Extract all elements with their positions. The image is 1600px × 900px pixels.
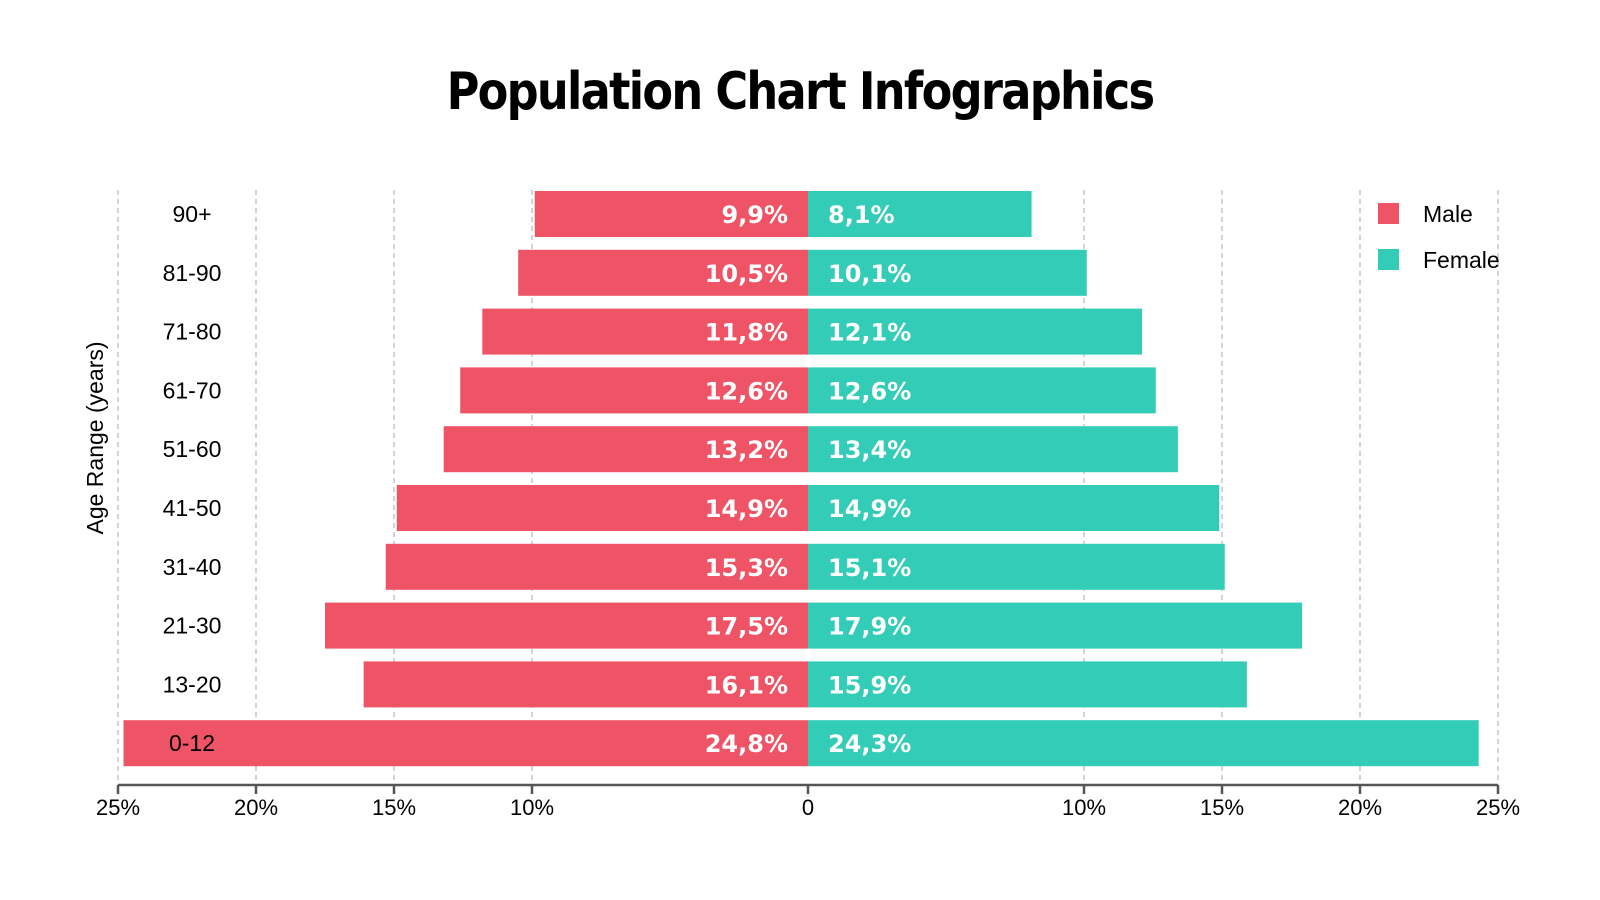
male-value-label: 17,5% xyxy=(705,613,788,641)
male-value-label: 12,6% xyxy=(705,377,788,405)
bar-male xyxy=(460,367,808,414)
legend-label-male: Male xyxy=(1423,201,1473,227)
female-value-label: 14,9% xyxy=(828,495,911,523)
bar-female xyxy=(808,661,1247,708)
male-value-label: 11,8% xyxy=(705,319,788,347)
bar-female xyxy=(808,367,1156,414)
bar-male xyxy=(482,308,808,355)
male-value-label: 16,1% xyxy=(705,671,788,699)
x-tick-label: 20% xyxy=(234,795,278,820)
bars xyxy=(123,191,1479,767)
x-axis: 25% 20% 15% 10% 0 10% 15% 20% 25% xyxy=(96,783,1520,820)
bar-male xyxy=(534,191,808,237)
category-label: 81-90 xyxy=(163,260,222,286)
bar-female xyxy=(808,543,1225,590)
category-label: 31-40 xyxy=(163,554,222,580)
male-value-label: 13,2% xyxy=(705,436,788,464)
chart-title: Population Chart Infographics xyxy=(446,62,1156,122)
male-value-label: 10,5% xyxy=(705,260,788,288)
bar-male xyxy=(518,249,808,296)
x-tick-label: 25% xyxy=(1476,795,1520,820)
bar-female xyxy=(808,191,1032,237)
male-value-label: 14,9% xyxy=(705,495,788,523)
female-value-label: 12,6% xyxy=(828,377,911,405)
female-value-label: 15,9% xyxy=(828,671,911,699)
bar-male xyxy=(123,720,808,767)
bar-female xyxy=(808,720,1479,767)
bar-female xyxy=(808,485,1220,531)
female-value-label: 10,1% xyxy=(828,260,911,288)
legend-label-female: Female xyxy=(1423,247,1500,273)
x-tick-label: 20% xyxy=(1338,795,1382,820)
legend: Male Female xyxy=(1378,201,1500,273)
category-labels: 90+ 81-90 71-80 61-70 51-60 41-50 31-40 21-30 13… xyxy=(163,201,222,756)
male-value-label: 15,3% xyxy=(705,554,788,582)
bar-female xyxy=(808,249,1087,296)
bar-male xyxy=(396,485,808,531)
category-label: 0-12 xyxy=(169,730,215,756)
category-label: 90+ xyxy=(172,201,211,227)
male-value-label: 24,8% xyxy=(705,730,788,758)
female-value-label: 17,9% xyxy=(828,613,911,641)
bar-female xyxy=(808,602,1303,649)
category-label: 21-30 xyxy=(163,613,222,639)
category-label: 51-60 xyxy=(163,436,222,462)
female-value-label: 8,1% xyxy=(828,201,895,229)
value-labels: 9,9% 8,1% 10,5% 10,1% 11,8% 12,1% 12,6% 12,6% 13… xyxy=(705,201,912,758)
male-value-label: 9,9% xyxy=(721,201,788,229)
y-axis-label: Age Range (years) xyxy=(82,341,108,534)
x-tick-label: 15% xyxy=(372,795,416,820)
category-label: 61-70 xyxy=(163,377,222,403)
x-tick-label: 10% xyxy=(1062,795,1106,820)
bar-female xyxy=(808,308,1142,355)
category-label: 13-20 xyxy=(163,671,222,697)
category-label: 41-50 xyxy=(163,495,222,521)
bar-male xyxy=(363,661,808,708)
legend-swatch-male xyxy=(1378,203,1399,224)
female-value-label: 12,1% xyxy=(828,319,911,347)
bar-female xyxy=(808,426,1178,473)
category-label: 71-80 xyxy=(163,319,222,345)
x-tick-label: 15% xyxy=(1200,795,1244,820)
legend-swatch-female xyxy=(1378,249,1399,270)
female-value-label: 24,3% xyxy=(828,730,911,758)
bar-male xyxy=(325,602,808,649)
x-tick-label: 25% xyxy=(96,795,140,820)
x-tick-label: 0 xyxy=(802,795,814,820)
bar-male xyxy=(443,426,808,473)
female-value-label: 13,4% xyxy=(828,436,911,464)
x-tick-label: 10% xyxy=(510,795,554,820)
female-value-label: 15,1% xyxy=(828,554,911,582)
bar-male xyxy=(385,543,808,590)
